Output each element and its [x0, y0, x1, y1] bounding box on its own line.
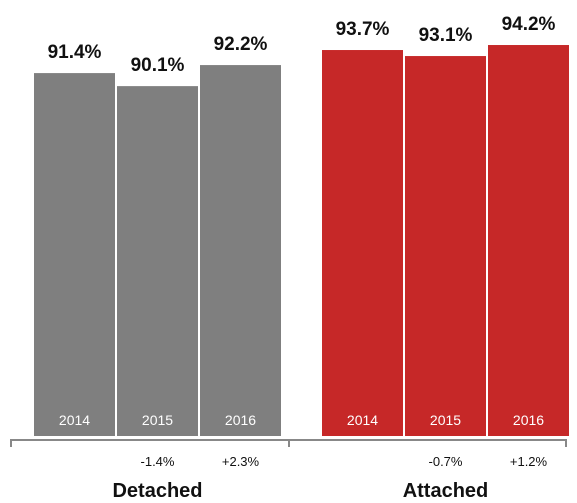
bar-attached-2015 — [403, 54, 488, 439]
bar-attached-2016 — [486, 43, 571, 439]
group-label-detached: Detached — [112, 480, 202, 502]
group-label-attached: Attached — [403, 480, 489, 502]
year-label-detached-2014: 2014 — [59, 412, 90, 428]
bar-detached-2015 — [115, 84, 200, 438]
change-label-detached-2016: +2.3% — [222, 454, 260, 469]
year-label-detached-2016: 2016 — [225, 412, 256, 428]
value-label-detached-2015: 90.1% — [131, 55, 185, 76]
change-label-detached-2015: -1.4% — [141, 454, 175, 469]
year-label-detached-2015: 2015 — [142, 412, 173, 428]
bar-detached-2016 — [198, 63, 283, 438]
bars-layer — [32, 43, 571, 439]
labels-layer: 91.4% 2014 90.1% 2015 -1.4% 92.2% 2016 +2.3% Det… — [48, 14, 556, 502]
year-label-attached-2016: 2016 — [513, 412, 544, 428]
bar-attached-2014 — [320, 48, 405, 438]
value-label-detached-2016: 92.2% — [214, 34, 268, 55]
value-label-attached-2014: 93.7% — [336, 19, 390, 40]
value-label-attached-2015: 93.1% — [419, 25, 473, 46]
value-label-detached-2014: 91.4% — [48, 42, 102, 63]
year-label-attached-2014: 2014 — [347, 412, 378, 428]
axis-layer — [10, 439, 567, 447]
bar-detached-2014 — [32, 71, 117, 438]
change-label-attached-2015: -0.7% — [429, 454, 463, 469]
change-label-attached-2016: +1.2% — [510, 454, 548, 469]
year-label-attached-2015: 2015 — [430, 412, 461, 428]
value-label-attached-2016: 94.2% — [502, 14, 556, 35]
